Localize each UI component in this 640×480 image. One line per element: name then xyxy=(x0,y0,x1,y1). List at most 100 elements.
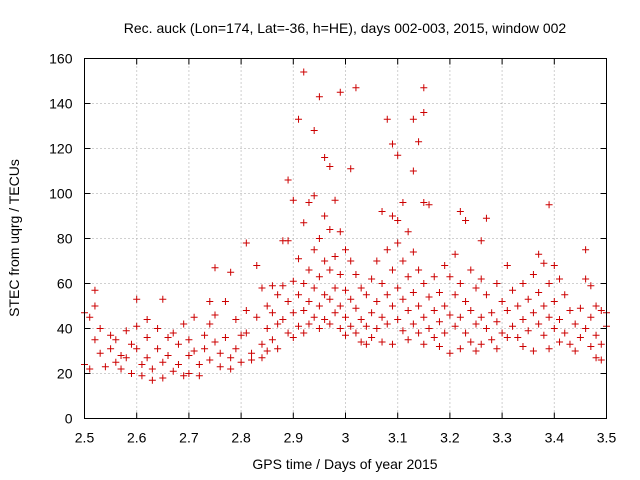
data-point xyxy=(279,316,287,323)
data-point xyxy=(592,302,600,310)
data-point xyxy=(388,340,396,348)
data-point xyxy=(498,329,506,337)
data-point xyxy=(169,367,177,375)
data-point xyxy=(315,325,323,332)
data-point xyxy=(409,248,417,256)
data-point xyxy=(477,237,485,245)
data-point xyxy=(300,68,308,76)
data-point xyxy=(164,352,172,359)
data-point xyxy=(394,284,402,292)
data-point xyxy=(221,334,229,341)
data-point xyxy=(550,325,558,332)
data-point xyxy=(185,370,193,377)
data-point xyxy=(545,313,553,321)
y-tick-label: 0 xyxy=(65,411,73,427)
data-point xyxy=(96,349,104,357)
data-point xyxy=(279,282,287,290)
data-point xyxy=(409,167,417,175)
data-point xyxy=(242,329,250,337)
data-point xyxy=(315,302,323,310)
data-point xyxy=(331,196,339,204)
data-point xyxy=(237,358,245,366)
data-point xyxy=(550,262,558,269)
data-point xyxy=(576,304,584,312)
data-point xyxy=(331,309,339,317)
data-point xyxy=(253,313,261,321)
data-point xyxy=(148,365,156,373)
data-point xyxy=(138,361,146,368)
data-point xyxy=(462,217,470,224)
y-tick-label: 20 xyxy=(57,366,73,382)
data-point xyxy=(295,322,303,330)
data-point xyxy=(582,275,590,283)
data-point xyxy=(545,201,553,209)
data-point xyxy=(201,345,209,353)
data-point xyxy=(289,277,297,285)
data-point xyxy=(91,336,99,344)
data-point xyxy=(169,329,177,337)
x-tick-label: 3 xyxy=(342,430,350,446)
data-point xyxy=(305,199,313,206)
data-point xyxy=(597,307,605,314)
data-point xyxy=(566,340,574,348)
data-point xyxy=(404,273,412,281)
data-point xyxy=(101,363,109,371)
y-tick-label: 100 xyxy=(49,186,73,202)
data-point xyxy=(503,334,511,341)
data-point xyxy=(242,239,250,247)
data-point xyxy=(550,298,558,305)
data-point xyxy=(331,253,339,260)
data-point xyxy=(415,138,423,146)
x-tick-label: 3.2 xyxy=(440,430,460,446)
data-point xyxy=(446,273,454,281)
data-point xyxy=(545,280,553,287)
y-tick-label: 60 xyxy=(57,276,73,292)
data-point xyxy=(289,309,297,317)
data-point xyxy=(493,345,501,353)
data-point xyxy=(446,311,454,319)
data-point xyxy=(451,291,459,299)
data-point xyxy=(425,293,433,301)
data-point xyxy=(284,298,292,305)
y-tick-label: 140 xyxy=(49,96,73,112)
data-point xyxy=(399,257,407,265)
data-point xyxy=(451,250,459,258)
data-point xyxy=(472,284,480,292)
data-point xyxy=(305,266,313,274)
data-point xyxy=(493,318,501,326)
data-point xyxy=(373,298,381,305)
data-point xyxy=(373,325,381,332)
data-point xyxy=(300,219,308,227)
data-point xyxy=(143,316,151,323)
data-point xyxy=(242,307,250,314)
data-point xyxy=(597,340,605,348)
data-point xyxy=(310,246,318,254)
data-point xyxy=(295,115,303,123)
data-point xyxy=(399,199,407,206)
data-point xyxy=(232,345,240,353)
data-point xyxy=(284,237,292,245)
data-point xyxy=(446,349,454,357)
data-point xyxy=(91,302,99,310)
data-point xyxy=(368,334,376,341)
data-point xyxy=(373,257,381,265)
data-point xyxy=(362,340,370,348)
data-point xyxy=(159,295,167,303)
data-point xyxy=(154,325,162,332)
data-point xyxy=(310,284,318,292)
y-axis-ticks: 0 20 40 60 80 100 120 140 160 xyxy=(49,51,607,427)
data-point xyxy=(253,262,261,269)
data-point xyxy=(582,325,590,332)
x-tick-label: 2.9 xyxy=(284,430,304,446)
data-point xyxy=(409,320,417,328)
data-point xyxy=(237,331,245,339)
data-point xyxy=(143,354,151,362)
data-point xyxy=(503,262,511,269)
data-point xyxy=(529,347,537,355)
data-point xyxy=(362,291,370,299)
data-point xyxy=(477,275,485,283)
data-point xyxy=(357,338,365,346)
y-tick-label: 40 xyxy=(57,321,73,337)
data-point xyxy=(127,370,135,377)
data-point xyxy=(180,372,188,380)
